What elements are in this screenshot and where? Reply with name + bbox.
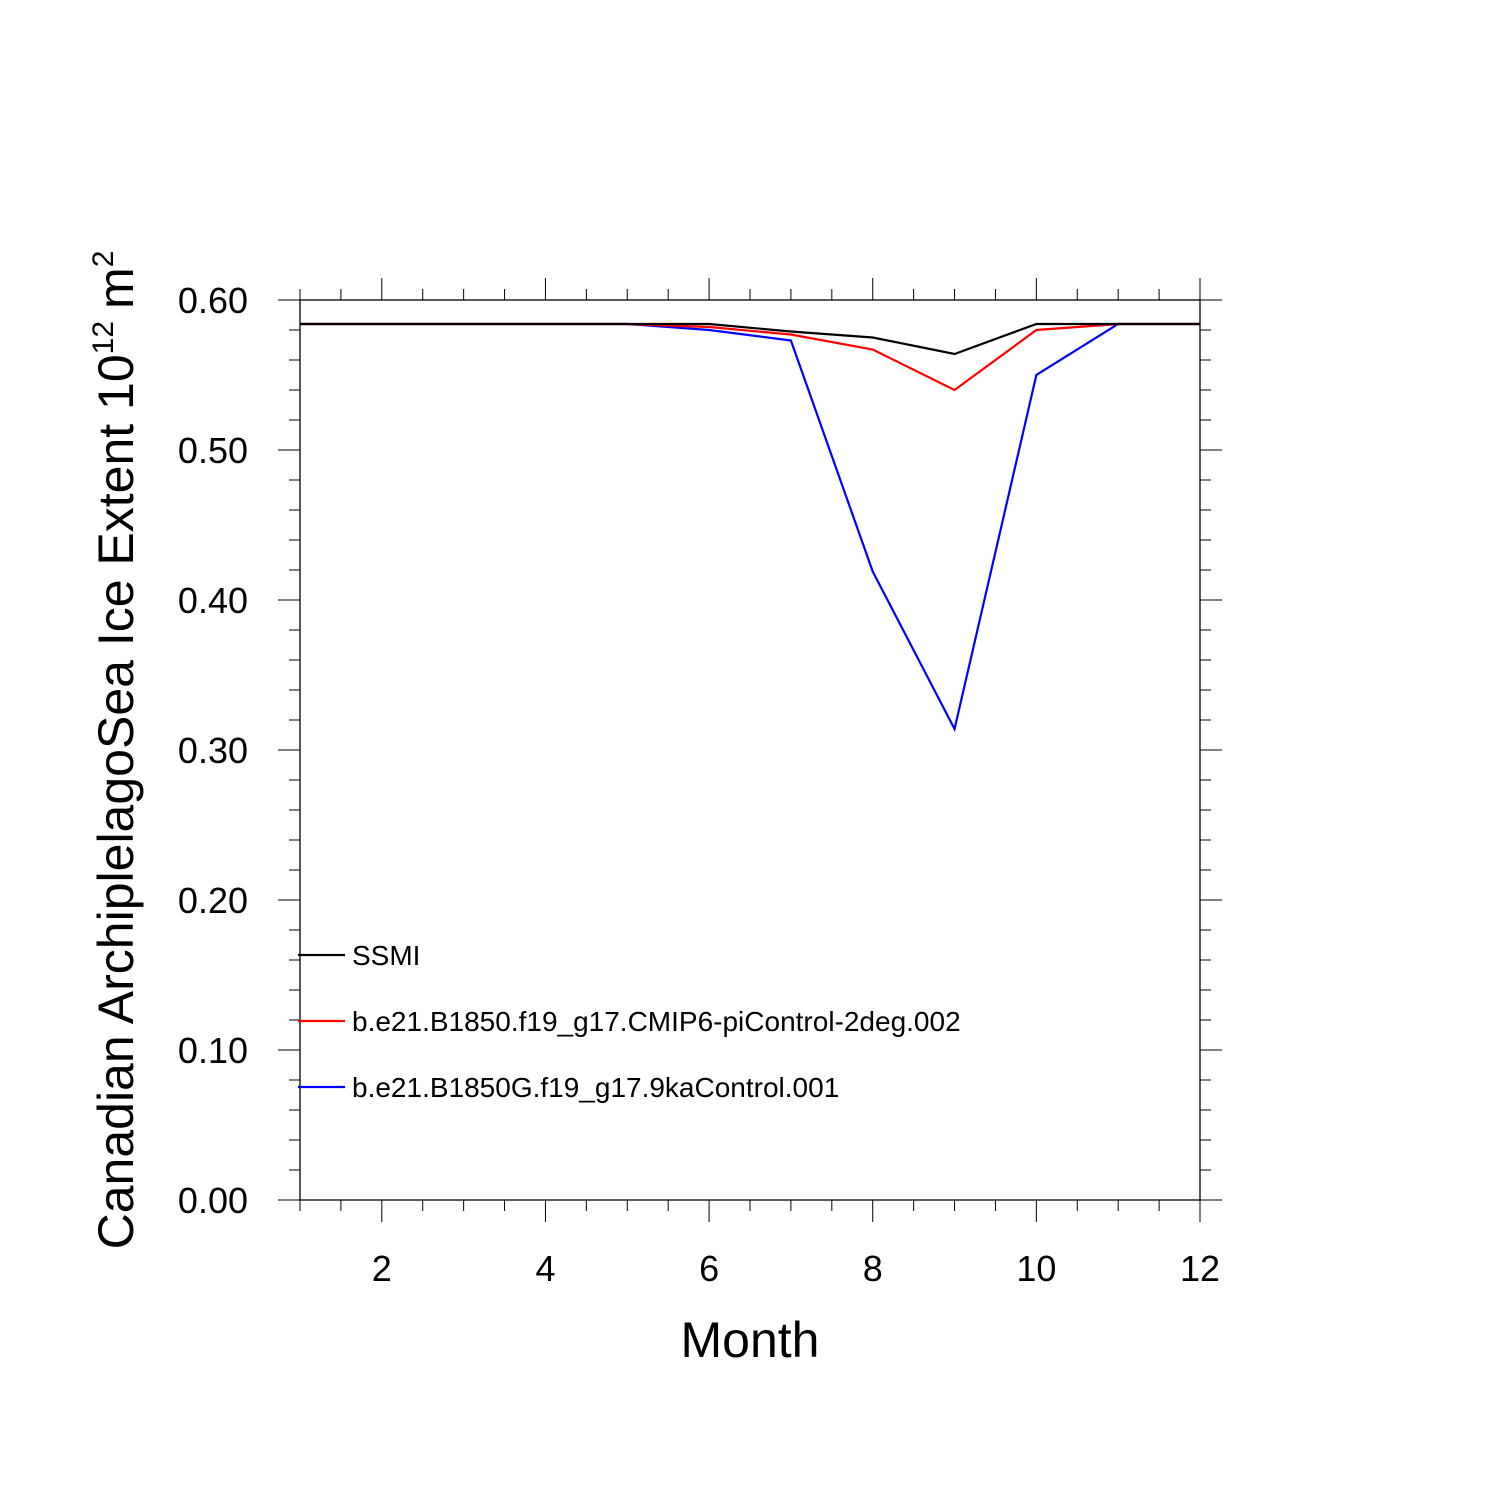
y-tick-label: 0.60	[178, 280, 248, 321]
x-tick-label: 10	[1016, 1248, 1056, 1289]
y-axis-title-exponent: 12	[87, 321, 120, 354]
x-tick-label: 4	[535, 1248, 555, 1289]
y-tick-label: 0.30	[178, 730, 248, 771]
tick-labels: 2 4 6 8 10 12 0.00 0.10 0.20 0.30 0.40 0.50 0.60	[178, 280, 1220, 1289]
legend-label: b.e21.B1850G.f19_g17.9kaControl.001	[352, 1072, 839, 1103]
y-axis-title-unit: m	[88, 267, 144, 309]
series-line	[300, 322, 1200, 356]
legend-label: b.e21.B1850.f19_g17.CMIP6-piControl-2deg…	[352, 1006, 961, 1037]
series-lines	[300, 322, 1200, 733]
y-tick-label: 0.40	[178, 580, 248, 621]
y-axis-title: Canadian ArchiplelagoSea Ice Extent 1012…	[87, 251, 144, 1250]
x-tick-label: 8	[863, 1248, 883, 1289]
y-tick-label: 0.20	[178, 880, 248, 921]
y-tick-label: 0.10	[178, 1030, 248, 1071]
x-tick-label: 6	[699, 1248, 719, 1289]
legend-label: SSMI	[352, 940, 420, 971]
series-line	[300, 322, 1200, 733]
x-axis-title: Month	[681, 1312, 820, 1368]
plot-frame	[299, 299, 1201, 1201]
x-tick-label: 12	[1180, 1248, 1220, 1289]
axis-ticks	[278, 278, 1222, 1222]
y-tick-label: 0.50	[178, 430, 248, 471]
legend: SSMI b.e21.B1850.f19_g17.CMIP6-piControl-…	[298, 940, 961, 1103]
y-tick-label: 0.00	[178, 1180, 248, 1221]
y-axis-title-unit-exponent: 2	[87, 251, 120, 268]
y-axis-title-main: Canadian ArchiplelagoSea Ice Extent 10	[88, 354, 144, 1249]
x-tick-label: 2	[372, 1248, 392, 1289]
